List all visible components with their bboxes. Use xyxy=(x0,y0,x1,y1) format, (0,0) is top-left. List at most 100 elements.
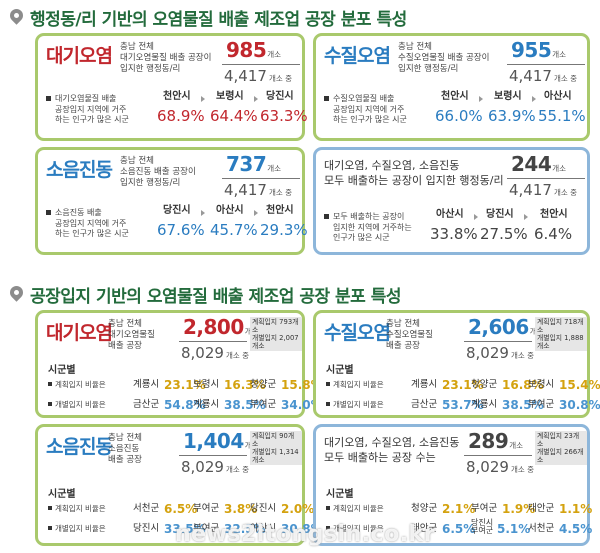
city-pct: 23.1% xyxy=(164,378,206,392)
bullet xyxy=(326,506,330,510)
count-unit: 개소 xyxy=(509,441,524,450)
city-name: 당진시 부여군 xyxy=(471,518,494,535)
row-label: 계획입지 비율은 xyxy=(333,380,384,389)
count-row: 2,800개소 xyxy=(183,315,259,339)
row-label: 개별입지 비율은 xyxy=(333,400,384,409)
box-desc: 충남 전체 대기오염물질 배출 공장 xyxy=(108,319,155,351)
group-label: 시군별 xyxy=(48,365,76,376)
row-label: 개별입지 비율은 xyxy=(55,524,106,533)
total-unit: 개소 중 xyxy=(268,188,293,197)
total-row: 8,029 개소 중 xyxy=(181,457,249,476)
city-name: 청양군 xyxy=(471,379,498,390)
city-name: 계룡시 xyxy=(133,379,160,390)
city-pct: 30.8% xyxy=(281,522,323,536)
city-pct: 30.8% xyxy=(559,398,600,412)
note: 대기오염물질 배출 공장입지 지역에 거주 하는 인구가 많은 시군 xyxy=(55,94,129,124)
city-pct: 63.9% xyxy=(488,107,536,125)
city-name: 서천군 xyxy=(133,503,160,514)
count-unit: 개소 xyxy=(267,164,282,173)
city-name: 당진시 xyxy=(250,503,277,514)
count-row: 289개소 xyxy=(468,429,523,453)
bullet xyxy=(324,96,329,101)
info-box: 대기오염 충남 전체 대기오염물질 배출 공장이 입지한 행정동/리 985개소 4,… xyxy=(35,33,308,141)
total: 4,417 xyxy=(509,67,552,85)
underline xyxy=(507,64,585,65)
total: 8,029 xyxy=(466,344,509,362)
group-label: 시군별 xyxy=(48,489,76,500)
city-name: 아산시 xyxy=(544,91,572,102)
city-name: 아산시 xyxy=(436,209,464,220)
bullet xyxy=(48,506,52,510)
city-pct: 6.4% xyxy=(534,225,573,243)
total-row: 8,029 개소 중 xyxy=(181,343,249,362)
bullet xyxy=(326,526,330,530)
bullet xyxy=(326,382,330,386)
arrow xyxy=(532,96,536,102)
city-name: 보령시 xyxy=(528,379,555,390)
city-pct: 6.5% xyxy=(164,502,198,516)
section-title: 공장입지 기반의 오염물질 배출 제조업 공장 분포 특성 xyxy=(30,287,402,307)
row-label: 계획입지 비율은 xyxy=(55,380,106,389)
city-name: 부여군 xyxy=(193,523,220,534)
city-pct: 33.8% xyxy=(430,225,478,243)
info-box: 소음진동 충남 전체 소음진동 배출 공장이 입지한 행정동/리 737개소 4,41… xyxy=(35,147,308,255)
info-box: 대기오염, 수질오염, 소음진동 모두 배출하는 공장이 입지한 행정동/리 24… xyxy=(313,147,590,255)
note: 모두 배출하는 공장이 입지한 지역에 거주하는 인구가 많은 시군 xyxy=(333,212,412,242)
arrow xyxy=(479,96,483,102)
city-name: 태안군 xyxy=(528,503,555,514)
total-row: 4,417 개소 중 xyxy=(509,66,577,85)
city-name: 부여군 xyxy=(193,503,220,514)
bullet xyxy=(48,382,52,386)
city-pct: 55.1% xyxy=(538,107,586,125)
city-pct: 63.3% xyxy=(260,107,308,125)
city-name: 보령시 xyxy=(193,379,220,390)
underline xyxy=(179,341,247,342)
count: 2,800 xyxy=(183,315,244,339)
city-name: 천안시 xyxy=(266,205,294,216)
city-name: 금산군 xyxy=(411,399,438,410)
city-name: 계룡시 xyxy=(471,399,498,410)
section-title: 행정동/리 기반의 오염물질 배출 제조업 공장 분포 특성 xyxy=(30,10,407,30)
city-name: 천안시 xyxy=(540,209,568,220)
count: 2,606 xyxy=(468,315,529,339)
underline xyxy=(464,341,532,342)
count-unit: 개소 xyxy=(552,164,567,173)
city-name: 아산시 xyxy=(250,523,277,534)
bullet xyxy=(326,402,330,406)
bullet xyxy=(48,526,52,530)
city-pct: 5.1% xyxy=(497,522,531,536)
count: 737 xyxy=(226,152,267,176)
row-label: 계획입지 비율은 xyxy=(333,504,384,513)
city-name: 계룡시 xyxy=(193,399,220,410)
box-title: 대기오염 xyxy=(46,45,113,67)
city-pct: 15.4% xyxy=(559,378,600,392)
box-desc: 충남 전체 소음진동 배출 공장이 입지한 행정동/리 xyxy=(120,156,196,188)
info-box: 수질오염 충남 전체 수질오염물질 배출 공장이 입지한 행정동/리 955개소 4,… xyxy=(313,33,590,141)
city-pct: 4.5% xyxy=(559,522,593,536)
bullet xyxy=(324,214,329,219)
total: 4,417 xyxy=(509,181,552,199)
note: 수질오염물질 배출 공장입지 지역에 거주 하는 인구가 많은 시군 xyxy=(333,94,407,124)
count: 244 xyxy=(511,152,552,176)
city-name: 계룡시 xyxy=(411,379,438,390)
city-name: 부여군 xyxy=(471,503,498,514)
total-row: 8,029 개소 중 xyxy=(466,343,534,362)
city-pct: 16.3% xyxy=(224,378,266,392)
total-row: 4,417 개소 중 xyxy=(509,180,577,199)
box-heading: 대기오염, 수질오염, 소음진동 모두 배출하는 공장 수는 xyxy=(324,436,460,464)
city-pct: 45.7% xyxy=(210,221,258,239)
city-pct: 38.5% xyxy=(502,398,544,412)
city-name: 청양군 xyxy=(411,503,438,514)
city-name: 당진시 xyxy=(133,523,160,534)
total: 8,029 xyxy=(181,458,224,476)
total: 4,417 xyxy=(224,181,267,199)
box-desc: 충남 전체 소음진동 배출 공장 xyxy=(108,433,142,465)
total-unit: 개소 중 xyxy=(510,351,535,360)
count: 289 xyxy=(468,429,509,453)
row-label: 개별입지 비율은 xyxy=(55,400,106,409)
city-pct: 2.1% xyxy=(442,502,476,516)
city-pct: 32.5% xyxy=(224,522,266,536)
plan-breakdown: 계획입지 793개소 개별입지 2,007개소 xyxy=(250,317,302,351)
